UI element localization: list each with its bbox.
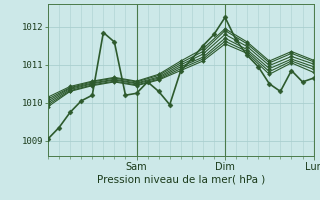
X-axis label: Pression niveau de la mer( hPa ): Pression niveau de la mer( hPa ) — [97, 174, 265, 184]
